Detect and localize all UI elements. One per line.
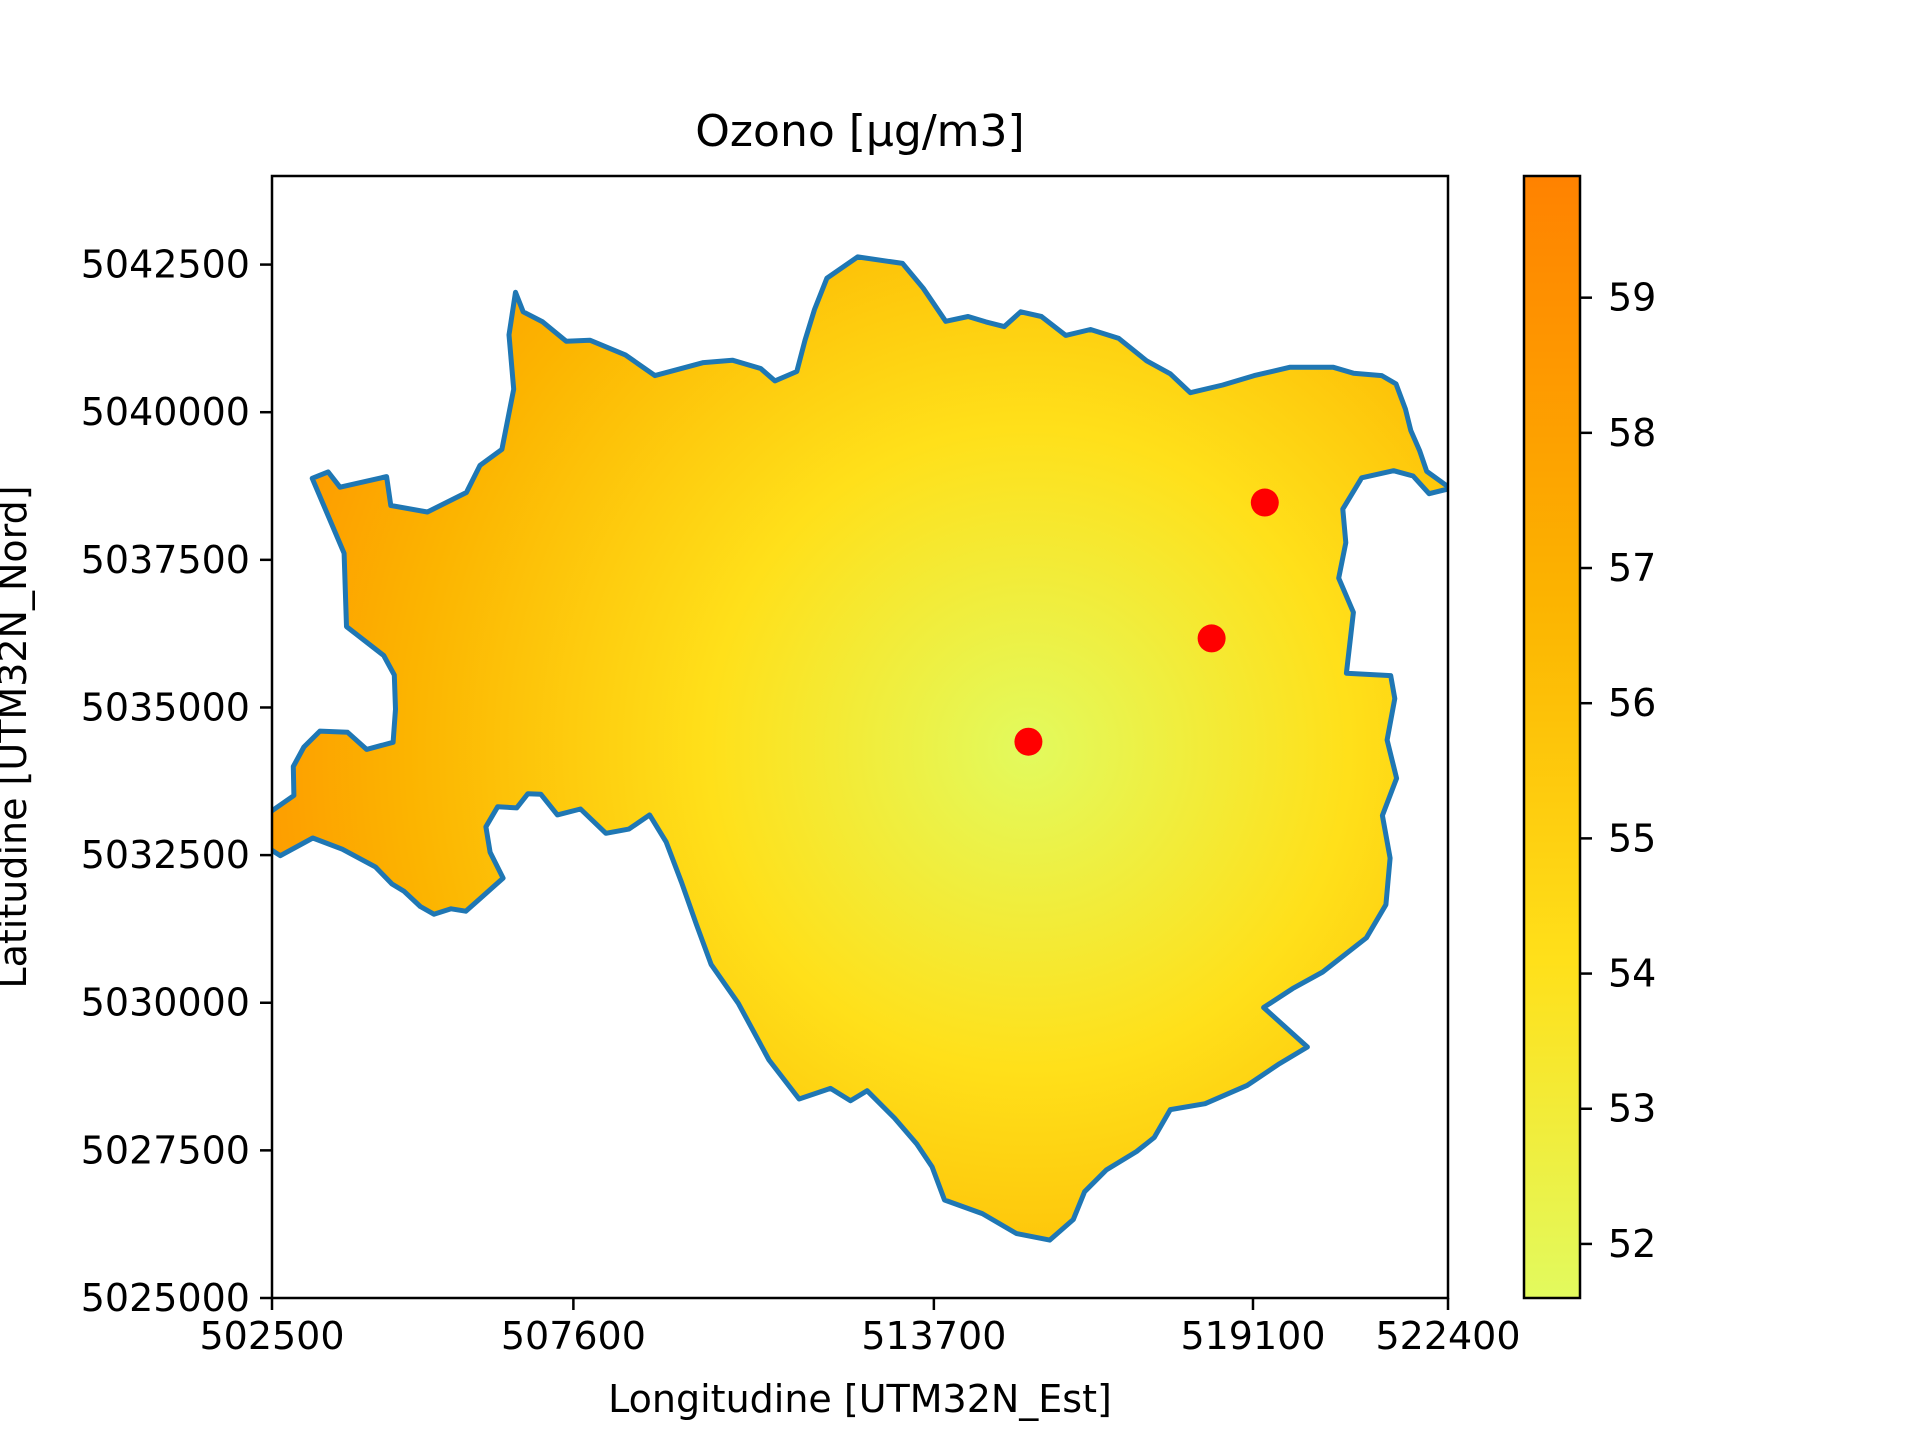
y-tick-label-4: 5035000 <box>81 685 250 729</box>
x-axis-label: Longitudine [UTM32N_Est] <box>608 1377 1112 1421</box>
x-tick-label-3: 519100 <box>1180 1314 1325 1358</box>
y-tick-label-0: 5025000 <box>81 1276 250 1320</box>
municipality-ozone-field <box>272 256 1448 1241</box>
station-point-1 <box>1014 727 1043 756</box>
colorbar-tick-label-7: 59 <box>1608 276 1656 320</box>
municipality-boundary <box>272 254 1448 1243</box>
plot-area <box>272 254 1448 1243</box>
x-axis: 502500 507600 513700 519100 522400 <box>199 1298 1521 1358</box>
colorbar-tick-label-6: 58 <box>1608 411 1656 455</box>
x-tick-label-2: 513700 <box>861 1314 1006 1358</box>
y-tick-label-3: 5032500 <box>81 833 250 877</box>
colorbar-tick-label-0: 52 <box>1608 1222 1656 1266</box>
x-tick-label-4: 522400 <box>1375 1314 1520 1358</box>
x-tick-label-1: 507600 <box>501 1314 646 1358</box>
colorbar-tick-label-4: 56 <box>1608 681 1656 725</box>
y-tick-label-2: 5030000 <box>81 981 250 1025</box>
colorbar-tick-label-2: 54 <box>1608 952 1656 996</box>
chart-title: Ozono [µg/m3] <box>695 106 1024 157</box>
colorbar-scale <box>1522 174 1582 1300</box>
colorbar-ticks: 52 53 54 55 56 57 58 59 <box>1580 276 1656 1266</box>
y-tick-label-5: 5037500 <box>81 538 250 582</box>
x-tick-label-0: 502500 <box>199 1314 344 1358</box>
colorbar-tick-label-1: 53 <box>1608 1087 1656 1131</box>
station-point-3 <box>1250 488 1279 517</box>
colorbar-tick-label-5: 57 <box>1608 546 1656 590</box>
station-point-2 <box>1197 624 1226 653</box>
y-axis-label: Latitudine [UTM32N_Nord] <box>0 485 35 988</box>
y-tick-label-1: 5027500 <box>81 1128 250 1172</box>
y-tick-label-6: 5040000 <box>81 390 250 434</box>
plot-frame <box>270 174 1450 1300</box>
y-tick-label-7: 5042500 <box>81 243 250 287</box>
stations-layer <box>1014 488 1279 756</box>
colorbar: 52 53 54 55 56 57 58 59 <box>1522 174 1656 1300</box>
y-axis: 5025000 5027500 5030000 5032500 5035000 50375… <box>81 243 272 1320</box>
colorbar-tick-label-3: 55 <box>1608 816 1656 860</box>
